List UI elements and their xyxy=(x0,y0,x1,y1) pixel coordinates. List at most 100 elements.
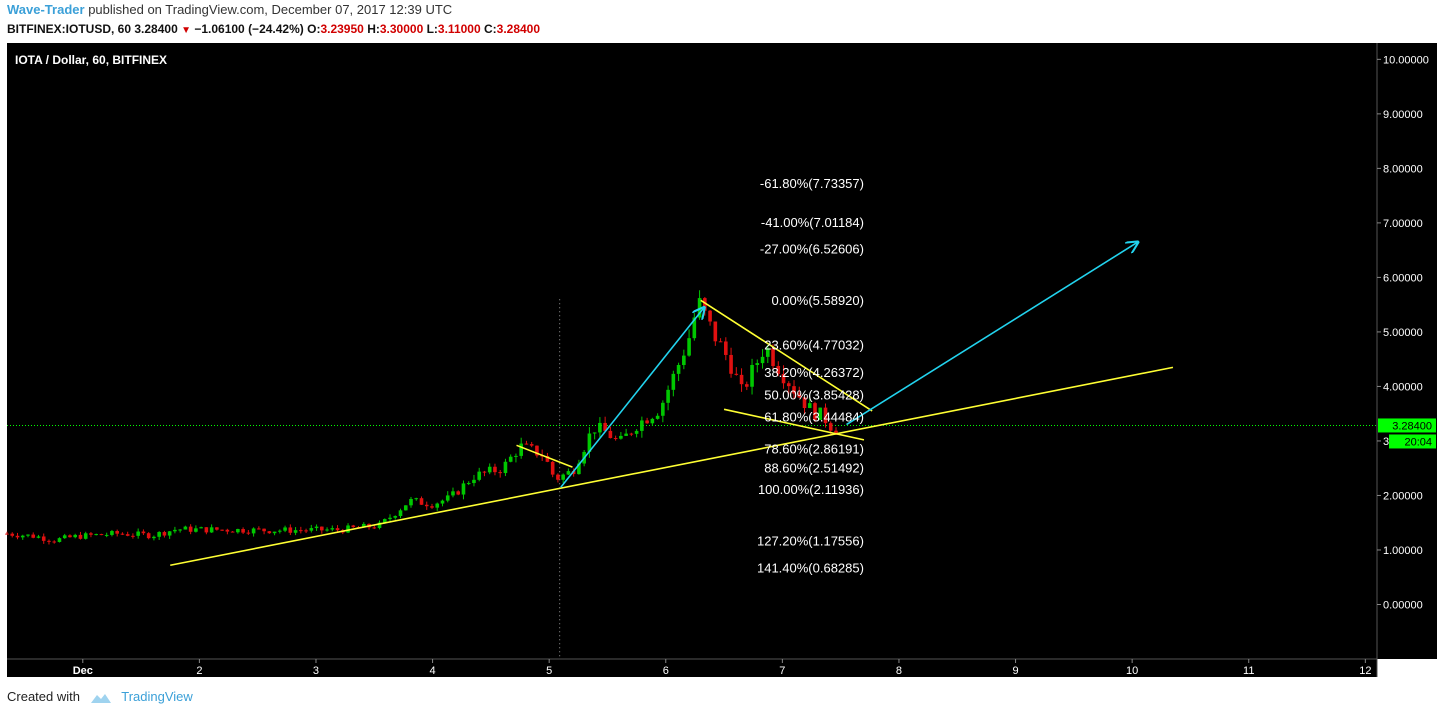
candle-body xyxy=(661,402,665,416)
candle-body xyxy=(241,529,245,533)
y-tick-label: 4.00000 xyxy=(1383,381,1423,393)
candle-body xyxy=(807,403,812,409)
candle-body xyxy=(110,531,114,535)
plot-area[interactable] xyxy=(7,43,1377,659)
fib-level-label: 78.60%(2.86191) xyxy=(764,441,864,456)
candle-body xyxy=(283,527,287,531)
candle-body xyxy=(571,471,576,475)
candle-body xyxy=(230,531,235,533)
symbol-header: BITFINEX:IOTUSD, 60 3.28400 ▼ −1.06100 (… xyxy=(7,22,540,36)
price-axis[interactable] xyxy=(1377,43,1437,659)
candle-body xyxy=(813,403,817,420)
fib-level-label: 23.60%(4.77032) xyxy=(764,337,864,352)
candle-body xyxy=(314,526,319,529)
candle-body xyxy=(136,531,140,536)
candle-body xyxy=(236,529,240,533)
time-axis[interactable] xyxy=(7,659,1377,677)
high-label: H: xyxy=(367,22,380,36)
candle-body xyxy=(802,397,807,409)
candle-body xyxy=(545,456,550,462)
candle-body xyxy=(62,535,67,539)
candle-body xyxy=(482,471,487,473)
fib-level-label: -41.00%(7.01184) xyxy=(761,215,864,230)
candle-body xyxy=(403,505,408,511)
candle-body xyxy=(26,534,30,536)
candle-body xyxy=(456,491,461,495)
open-label: O: xyxy=(307,22,321,36)
price-chart[interactable]: IOTA / Dollar, 60, BITFINEX -61.80%(7.73… xyxy=(0,40,1440,680)
candle-body xyxy=(503,461,508,474)
y-tick-label: 1.00000 xyxy=(1383,545,1423,557)
candle-body xyxy=(566,471,571,475)
candle-body xyxy=(330,528,335,530)
y-tick-label: 7.00000 xyxy=(1383,218,1423,230)
candle-body xyxy=(745,384,749,387)
candle-body xyxy=(718,341,723,343)
candle-body xyxy=(52,541,57,543)
candle-body xyxy=(393,516,398,518)
candle-body xyxy=(430,506,434,508)
candle-body xyxy=(556,474,560,480)
candle-body xyxy=(508,456,513,462)
candle-body xyxy=(451,491,455,496)
candle-body xyxy=(440,500,445,504)
candle-body xyxy=(304,530,308,532)
low-label: L: xyxy=(426,22,438,36)
fib-level-label: 88.60%(2.51492) xyxy=(764,460,864,475)
candle-body xyxy=(361,523,366,528)
candle-body xyxy=(666,389,670,403)
candle-body xyxy=(351,525,356,528)
tradingview-link[interactable]: TradingView xyxy=(121,689,193,704)
candle-body xyxy=(786,383,791,387)
created-with-label: Created with xyxy=(7,689,80,704)
candle-body xyxy=(828,423,833,431)
candle-body xyxy=(409,498,413,506)
candle-body xyxy=(818,407,823,420)
candle-body xyxy=(514,455,518,457)
x-tick-label: 4 xyxy=(430,665,436,677)
candle-body xyxy=(178,529,182,531)
candle-body xyxy=(15,535,20,538)
y-tick-label: 6.00000 xyxy=(1383,272,1423,284)
candle-body xyxy=(382,519,387,523)
candle-body xyxy=(561,474,565,480)
candle-body xyxy=(535,445,539,456)
trendline-wedge-top xyxy=(700,299,873,412)
candle-body xyxy=(692,317,697,339)
candle-body xyxy=(73,534,78,538)
trendline-projection xyxy=(846,242,1137,426)
tradingview-logo-icon xyxy=(90,693,111,703)
candle-body xyxy=(435,503,440,508)
candle-body xyxy=(472,479,476,484)
chart-title: IOTA / Dollar, 60, BITFINEX xyxy=(15,53,167,67)
fib-level-label: 127.20%(1.17556) xyxy=(757,533,864,548)
publish-header: Wave-Trader published on TradingView.com… xyxy=(7,2,452,17)
x-tick-label: 6 xyxy=(663,665,669,677)
price-change: −1.06100 (−24.42%) xyxy=(194,22,304,36)
candle-body xyxy=(157,532,161,537)
candle-body xyxy=(419,498,424,505)
fib-level-label: 38.20%(4.26372) xyxy=(764,365,864,380)
candle-body xyxy=(703,298,707,311)
candle-body xyxy=(724,341,728,355)
y-tick-label: 2.00000 xyxy=(1383,490,1423,502)
chart-container[interactable]: IOTA / Dollar, 60, BITFINEX -61.80%(7.73… xyxy=(0,40,1440,680)
candle-body xyxy=(36,536,41,538)
x-tick-label: 10 xyxy=(1126,665,1138,677)
low-value: 3.11000 xyxy=(437,22,481,36)
down-arrow-icon: ▼ xyxy=(181,25,191,36)
close-label: C: xyxy=(483,22,497,36)
candle-body xyxy=(529,444,534,446)
candle-body xyxy=(781,373,786,384)
high-value: 3.30000 xyxy=(379,22,424,36)
candle-body xyxy=(194,528,198,532)
countdown-tag xyxy=(1389,434,1436,449)
x-tick-label: 9 xyxy=(1012,665,1018,677)
fib-level-label: 100.00%(2.11936) xyxy=(758,482,864,497)
candle-body xyxy=(655,415,660,419)
published-text: published on TradingView.com, December 0… xyxy=(88,2,453,17)
candle-body xyxy=(346,525,350,533)
author-link[interactable]: Wave-Trader xyxy=(7,2,85,17)
candle-body xyxy=(598,422,602,433)
candle-body xyxy=(398,510,403,517)
